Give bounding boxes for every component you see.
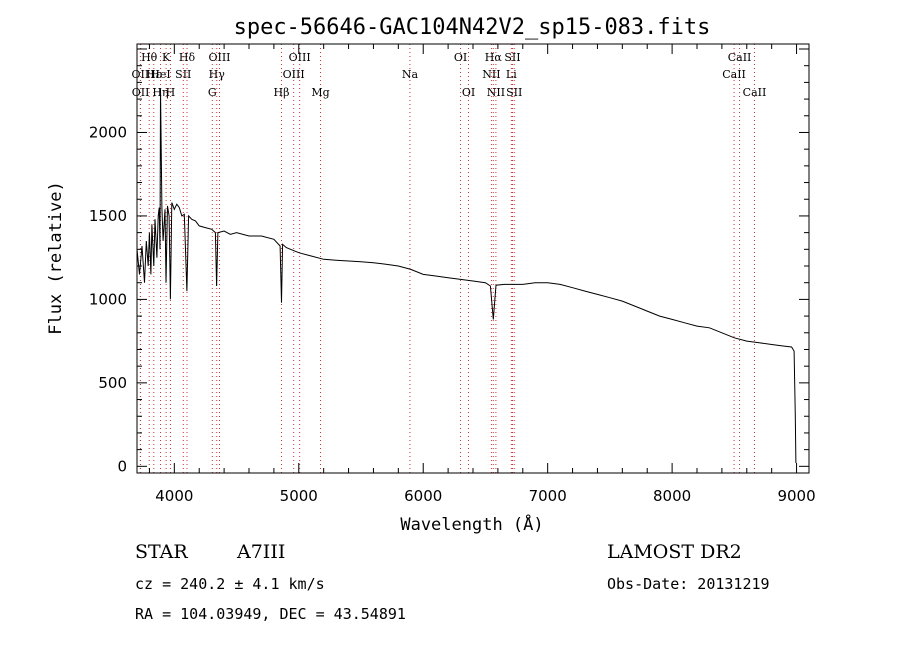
line-label: OI [454,51,467,64]
y-tick-label: 1500 [89,207,127,225]
x-tick-label: 9000 [777,487,815,505]
x-axis: 4000 5000 6000 7000 8000 9000 [148,44,816,505]
line-label: NII [487,86,505,99]
y-tick-label: 500 [98,374,127,392]
x-tick-label: 7000 [529,487,567,505]
y-tick-label: 2000 [89,123,127,141]
y-tick-label: 1000 [89,290,127,308]
line-label: Hε [146,68,162,81]
line-label: SII [175,68,191,81]
obs-date: Obs-Date: 20131219 [607,575,770,593]
line-label: OIII [208,51,230,64]
line-label: OII [132,86,150,99]
line-label: SII [506,86,522,99]
line-label: K [162,51,171,64]
y-tick-label: 0 [117,457,127,475]
line-label: OI [462,86,475,99]
x-tick-label: 4000 [155,487,193,505]
line-label: Hθ [141,51,158,64]
y-axis: 0 500 1000 1500 2000 [89,48,809,475]
coordinates: RA = 104.03949, DEC = 43.54891 [135,605,406,623]
line-label: G [208,86,217,99]
line-label: CaII [722,68,746,81]
line-label: CaII [743,86,767,99]
line-label: Hδ [179,51,196,64]
line-label: NII [482,68,500,81]
x-tick-label: 6000 [404,487,442,505]
x-axis-label: Wavelength (Å) [400,513,543,535]
line-label: OIII [283,68,305,81]
line-label: Na [402,68,419,81]
x-tick-label: 5000 [280,487,318,505]
line-label: CaII [728,51,752,64]
object-class: STAR [135,541,188,563]
line-label: OIII [289,51,311,64]
line-label: OII [132,68,150,81]
line-label: SII [504,51,520,64]
line-label: HeI [150,68,170,81]
line-label: Hγ [209,68,226,81]
redshift-info: cz = 240.2 ± 4.1 km/s [135,575,325,593]
line-label: Hα [485,51,503,64]
line-label: Mg [311,86,329,99]
object-subclass: A7III [237,541,286,563]
chart-title: spec-56646-GAC104N42V2_sp15-083.fits [234,15,711,40]
line-label: Hβ [274,86,290,99]
spectrum-line [136,89,797,464]
line-label: Li [506,68,517,81]
plot-frame [136,43,810,474]
survey-name: LAMOST DR2 [607,541,742,563]
spectral-line-markers [139,44,755,473]
line-label: H [166,86,176,99]
x-tick-label: 8000 [653,487,691,505]
y-axis-label: Flux (relative) [46,181,66,335]
